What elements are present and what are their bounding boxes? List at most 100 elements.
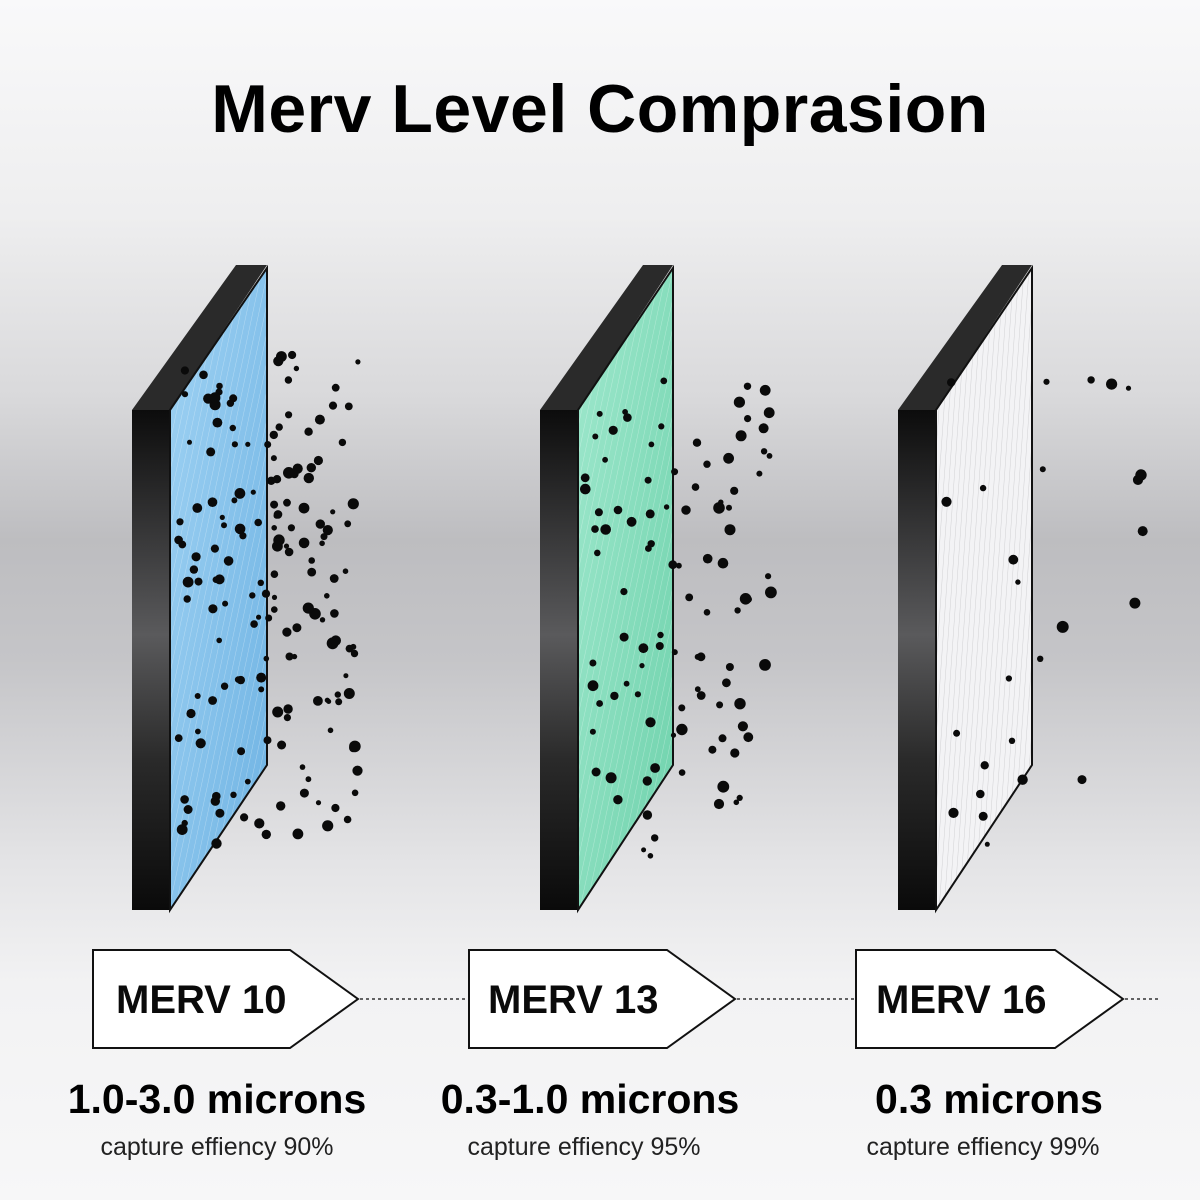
particle-dot: [206, 447, 216, 457]
particle-dot: [350, 643, 357, 650]
particle-dot: [703, 460, 711, 468]
particle-dot: [249, 592, 256, 599]
particle-dot: [685, 593, 694, 602]
particle-dot: [623, 413, 632, 422]
particle-dot: [589, 728, 596, 735]
particle-dot: [342, 568, 349, 574]
particle-dot: [270, 500, 279, 509]
particle-dot: [303, 472, 314, 484]
particle-dot: [1129, 597, 1141, 609]
particle-dot: [315, 800, 322, 806]
particle-dot: [1125, 385, 1132, 391]
particle-dot: [953, 729, 961, 737]
particle-dot: [347, 498, 359, 510]
particle-dot: [645, 545, 652, 552]
particle-dot: [641, 847, 647, 853]
particle-dot: [211, 838, 222, 849]
particle-dot: [596, 700, 603, 707]
particle-dot: [724, 524, 736, 536]
particle-dot: [195, 738, 206, 749]
particle-dot: [580, 473, 590, 483]
particle-dot: [602, 456, 608, 463]
particle-dot: [338, 438, 347, 447]
particle-dot: [306, 463, 316, 473]
merv16-arrow-box: [855, 949, 1125, 1049]
particle-dot: [209, 392, 221, 404]
particle-dot: [313, 696, 323, 706]
particle-dot: [650, 763, 660, 773]
particle-dot: [694, 686, 701, 693]
particle-dot: [1087, 376, 1095, 384]
particle-dot: [181, 391, 189, 398]
merv16-efficiency: capture effiency 99%: [866, 1133, 1100, 1161]
particle-dot: [194, 693, 201, 699]
particle-dot: [1017, 774, 1028, 785]
particle-dot: [713, 502, 725, 514]
particle-dot: [292, 623, 302, 633]
particle-dot: [619, 632, 629, 642]
particle-dot: [739, 593, 752, 605]
particle-dot: [696, 691, 706, 700]
particle-dot: [1077, 775, 1087, 785]
particle-dot: [222, 600, 229, 607]
particle-dot: [608, 425, 618, 435]
particle-dot: [349, 740, 361, 753]
particle-dot: [717, 557, 729, 569]
particle-dot: [671, 468, 679, 476]
particle-dot: [645, 509, 655, 519]
particle-dot: [261, 829, 271, 840]
particle-dot: [722, 678, 731, 688]
particle-dot: [229, 424, 236, 432]
particle-dot: [1015, 579, 1021, 585]
page-title: Merv Level Comprasion: [211, 71, 989, 147]
particle-dot: [760, 448, 768, 455]
particle-dot: [623, 680, 630, 687]
particle-dot: [273, 510, 283, 519]
particle-dot: [216, 382, 223, 390]
particle-dot: [736, 794, 743, 802]
particle-dot: [199, 370, 208, 380]
particle-dot: [644, 476, 652, 484]
particle-dot: [283, 498, 291, 507]
particle-dot: [283, 543, 290, 549]
particle-dot: [256, 614, 262, 620]
particle-dot: [708, 745, 717, 754]
particle-dot: [642, 810, 653, 820]
particle-dot: [221, 522, 227, 529]
particle-dot: [273, 356, 284, 367]
particle-dot: [733, 396, 746, 408]
particle-dot: [605, 772, 617, 784]
particle-dot: [763, 407, 775, 419]
merv13-label: MERV 13: [488, 978, 659, 1022]
particle-dot: [271, 525, 278, 531]
merv10-arrow-box: [92, 949, 360, 1049]
particle-dot: [743, 382, 752, 390]
particle-dot: [765, 573, 772, 580]
particle-dot: [328, 401, 338, 410]
particle-dot: [275, 423, 283, 431]
particle-dot: [216, 637, 222, 644]
particle-dot: [670, 732, 677, 738]
particle-dot: [329, 574, 339, 583]
particle-dot: [237, 747, 246, 756]
particle-dot: [589, 659, 597, 667]
particle-dot: [639, 663, 645, 669]
particle-dot: [234, 676, 242, 683]
particle-dot: [234, 488, 246, 499]
particle-dot: [1106, 378, 1118, 390]
particle-dot: [734, 607, 741, 614]
particle-dot: [744, 415, 752, 423]
particle-dot: [350, 649, 359, 658]
merv10-label: MERV 10: [116, 978, 287, 1022]
particle-dot: [285, 652, 294, 661]
particle-dot: [285, 411, 293, 419]
particle-dot: [759, 384, 771, 396]
particle-dot: [692, 438, 702, 447]
particle-dot: [254, 518, 262, 527]
particle-dot: [180, 366, 189, 375]
merv16-label: MERV 16: [876, 978, 1047, 1022]
particle-dot: [272, 475, 282, 484]
particle-dot: [284, 547, 294, 557]
particle-dot: [320, 533, 328, 541]
particle-dot: [737, 721, 749, 732]
